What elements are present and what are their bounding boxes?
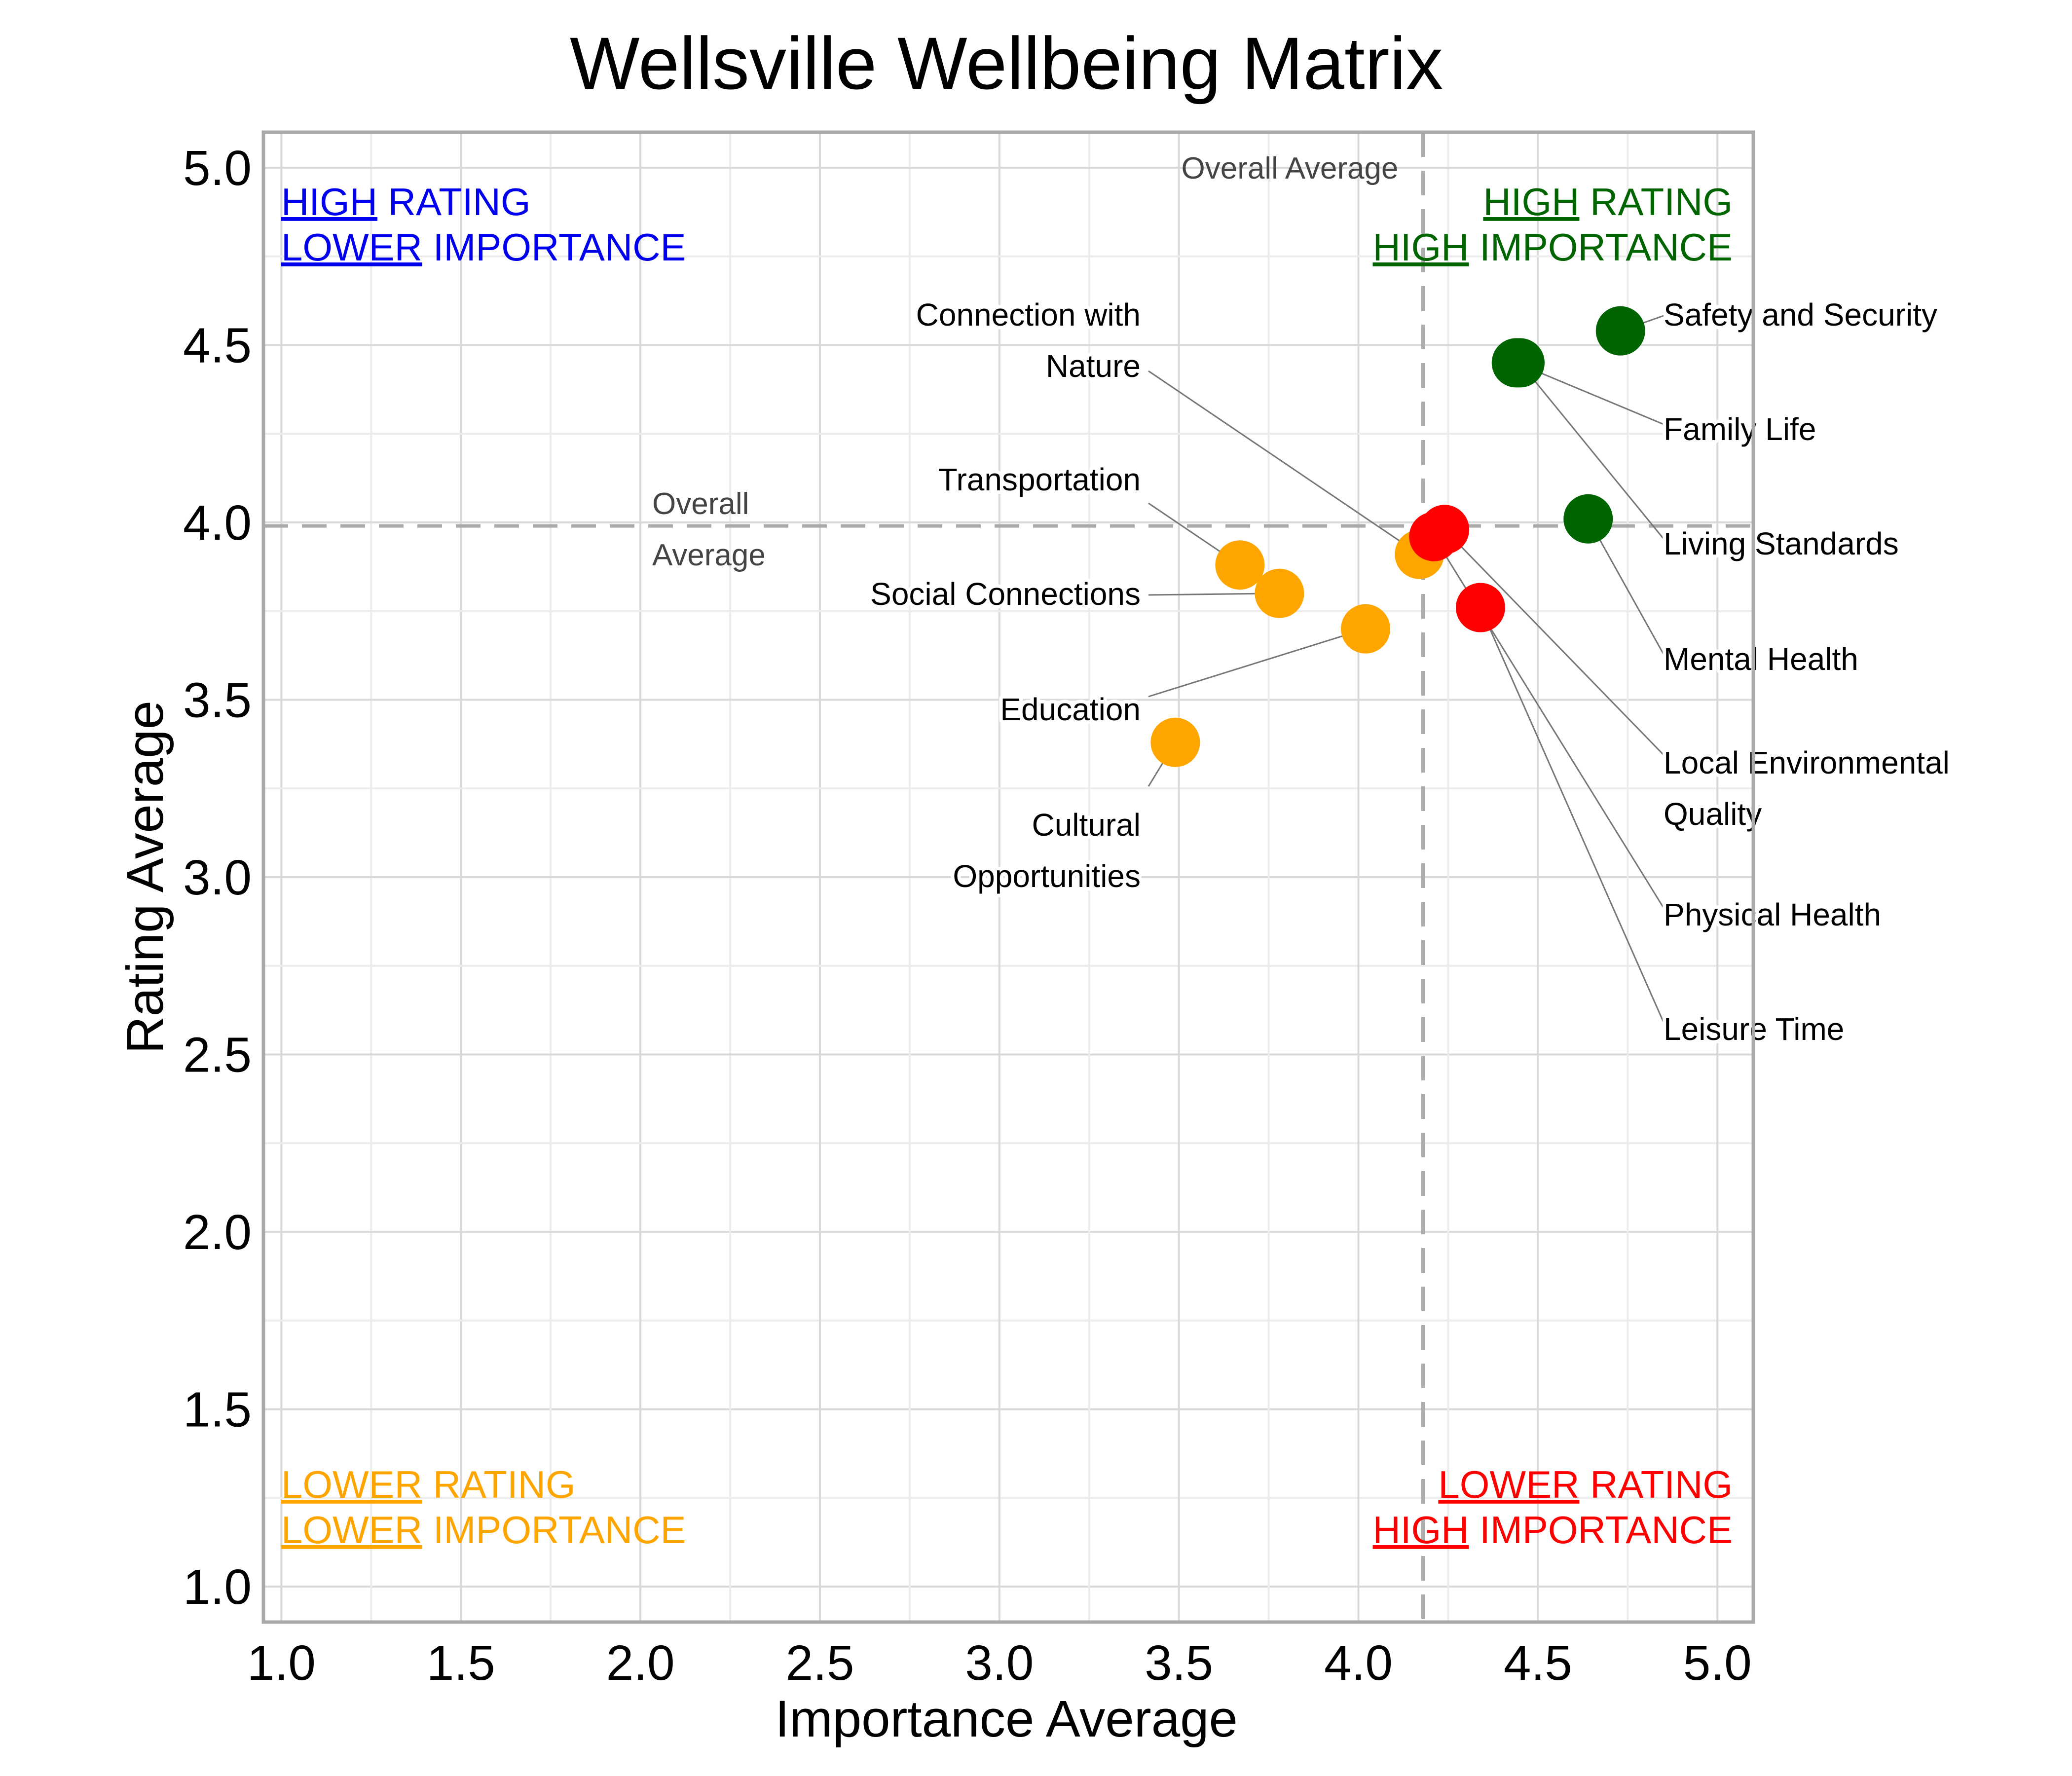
x-tick-label: 3.0 [965,1635,1034,1691]
y-tick-label: 2.0 [183,1205,252,1260]
point-label: Living Standards [1664,526,1899,561]
quadrant-label-rest: IMPORTANCE [1469,225,1733,269]
y-tick-label: 5.0 [183,141,252,196]
leader-line [1148,370,1420,555]
point-label: Connection with [916,297,1141,333]
quadrant-label-top-right: HIGH RATING [1483,180,1733,223]
average-lines: Overall Average Overall Average [263,132,1753,1622]
y-tick-labels: 1.0 1.5 2.0 2.5 3.0 3.5 4.0 4.5 5.0 [183,141,252,1615]
x-axis-title: Importance Average [775,1690,1238,1748]
point-label: Cultural [1032,807,1141,843]
quadrant-label-underlined: LOWER [281,1508,422,1552]
data-point [1341,604,1391,654]
x-tick-label: 5.0 [1683,1635,1752,1691]
quadrant-label-bottom-left: LOWER IMPORTANCE [281,1508,686,1552]
x-tick-label: 2.0 [606,1635,675,1691]
quadrant-label-bottom-right: HIGH IMPORTANCE [1373,1508,1733,1552]
quadrant-label-rest: IMPORTANCE [422,225,686,269]
data-point [1420,505,1470,555]
y-tick-label: 4.5 [183,318,252,373]
plot-frame [261,130,1755,1624]
quadrant-label-rest: RATING [377,180,531,223]
x-tick-label: 1.0 [247,1635,316,1691]
x-tick-label: 2.5 [785,1635,854,1691]
quadrant-label-top-left: LOWER IMPORTANCE [281,225,686,269]
quadrant-label-underlined: LOWER [1438,1463,1579,1506]
y-average-label: Average [652,538,766,572]
y-tick-label: 1.5 [183,1382,252,1438]
x-tick-label: 4.0 [1324,1635,1393,1691]
leader-line [1587,518,1665,655]
point-label: Education [1000,692,1141,727]
grid [263,132,1753,1622]
x-tick-labels: 1.0 1.5 2.0 2.5 3.0 3.5 4.0 4.5 5.0 [247,1635,1752,1691]
quadrant-label-top-left: HIGH RATING [281,180,531,223]
y-tick-label: 4.0 [183,495,252,551]
label-leader-lines [1147,315,1665,1023]
data-point [1455,583,1505,632]
data-points [1150,306,1645,767]
point-label: Social Connections [870,576,1141,612]
quadrant-label-top-right: HIGH IMPORTANCE [1373,225,1733,269]
y-axis-title: Rating Average [116,701,174,1054]
y-average-label: Overall [652,487,749,521]
quadrant-label-rest: IMPORTANCE [422,1508,686,1552]
quadrant-label-bottom-right: LOWER RATING [1438,1463,1733,1506]
quadrant-label-underlined: LOWER [281,225,422,269]
data-point [1215,540,1265,590]
x-average-label: Overall Average [1182,151,1399,185]
y-tick-label: 2.5 [183,1028,252,1083]
data-point [1150,717,1200,767]
y-tick-label: 3.0 [183,850,252,905]
data-point [1563,494,1613,544]
leader-line [1480,607,1665,1023]
point-label: Quality [1664,796,1762,832]
x-tick-label: 3.5 [1145,1635,1213,1691]
quadrant-label-rest: IMPORTANCE [1469,1508,1733,1552]
data-point [1255,568,1304,618]
quadrant-label-underlined: LOWER [281,1463,422,1506]
leader-line [1444,529,1665,756]
leader-line [1519,362,1665,539]
point-label: Nature [1046,348,1141,384]
quadrant-label-rest: RATING [1579,180,1733,223]
quadrant-label-underlined: HIGH [1483,180,1579,223]
point-label: Family Life [1664,411,1816,447]
point-label: Local Environmental [1664,745,1950,780]
point-label: Physical Health [1664,897,1881,932]
point-label: Transportation [938,462,1141,497]
data-point [1495,338,1545,388]
quadrant-label-underlined: HIGH [1373,225,1469,269]
quadrant-label-rest: RATING [1579,1463,1733,1506]
point-label: Opportunities [953,858,1141,894]
quadrant-label-underlined: HIGH [281,180,377,223]
quadrant-label-rest: RATING [422,1463,576,1506]
chart-title: Wellsville Wellbeing Matrix [570,22,1443,105]
x-tick-label: 4.5 [1504,1635,1572,1691]
point-label: Mental Health [1664,641,1858,677]
leader-line [1148,628,1366,698]
quadrant-label-underlined: HIGH [1373,1508,1469,1552]
point-label: Safety and Security [1664,297,1937,333]
point-labels: Safety and Security Family Life Living Sta… [867,294,1953,1050]
y-tick-label: 1.0 [183,1559,252,1615]
x-tick-label: 1.5 [427,1635,495,1691]
y-tick-label: 3.5 [183,672,252,728]
quadrant-label-bottom-left: LOWER RATING [281,1463,576,1506]
data-point [1595,306,1645,356]
